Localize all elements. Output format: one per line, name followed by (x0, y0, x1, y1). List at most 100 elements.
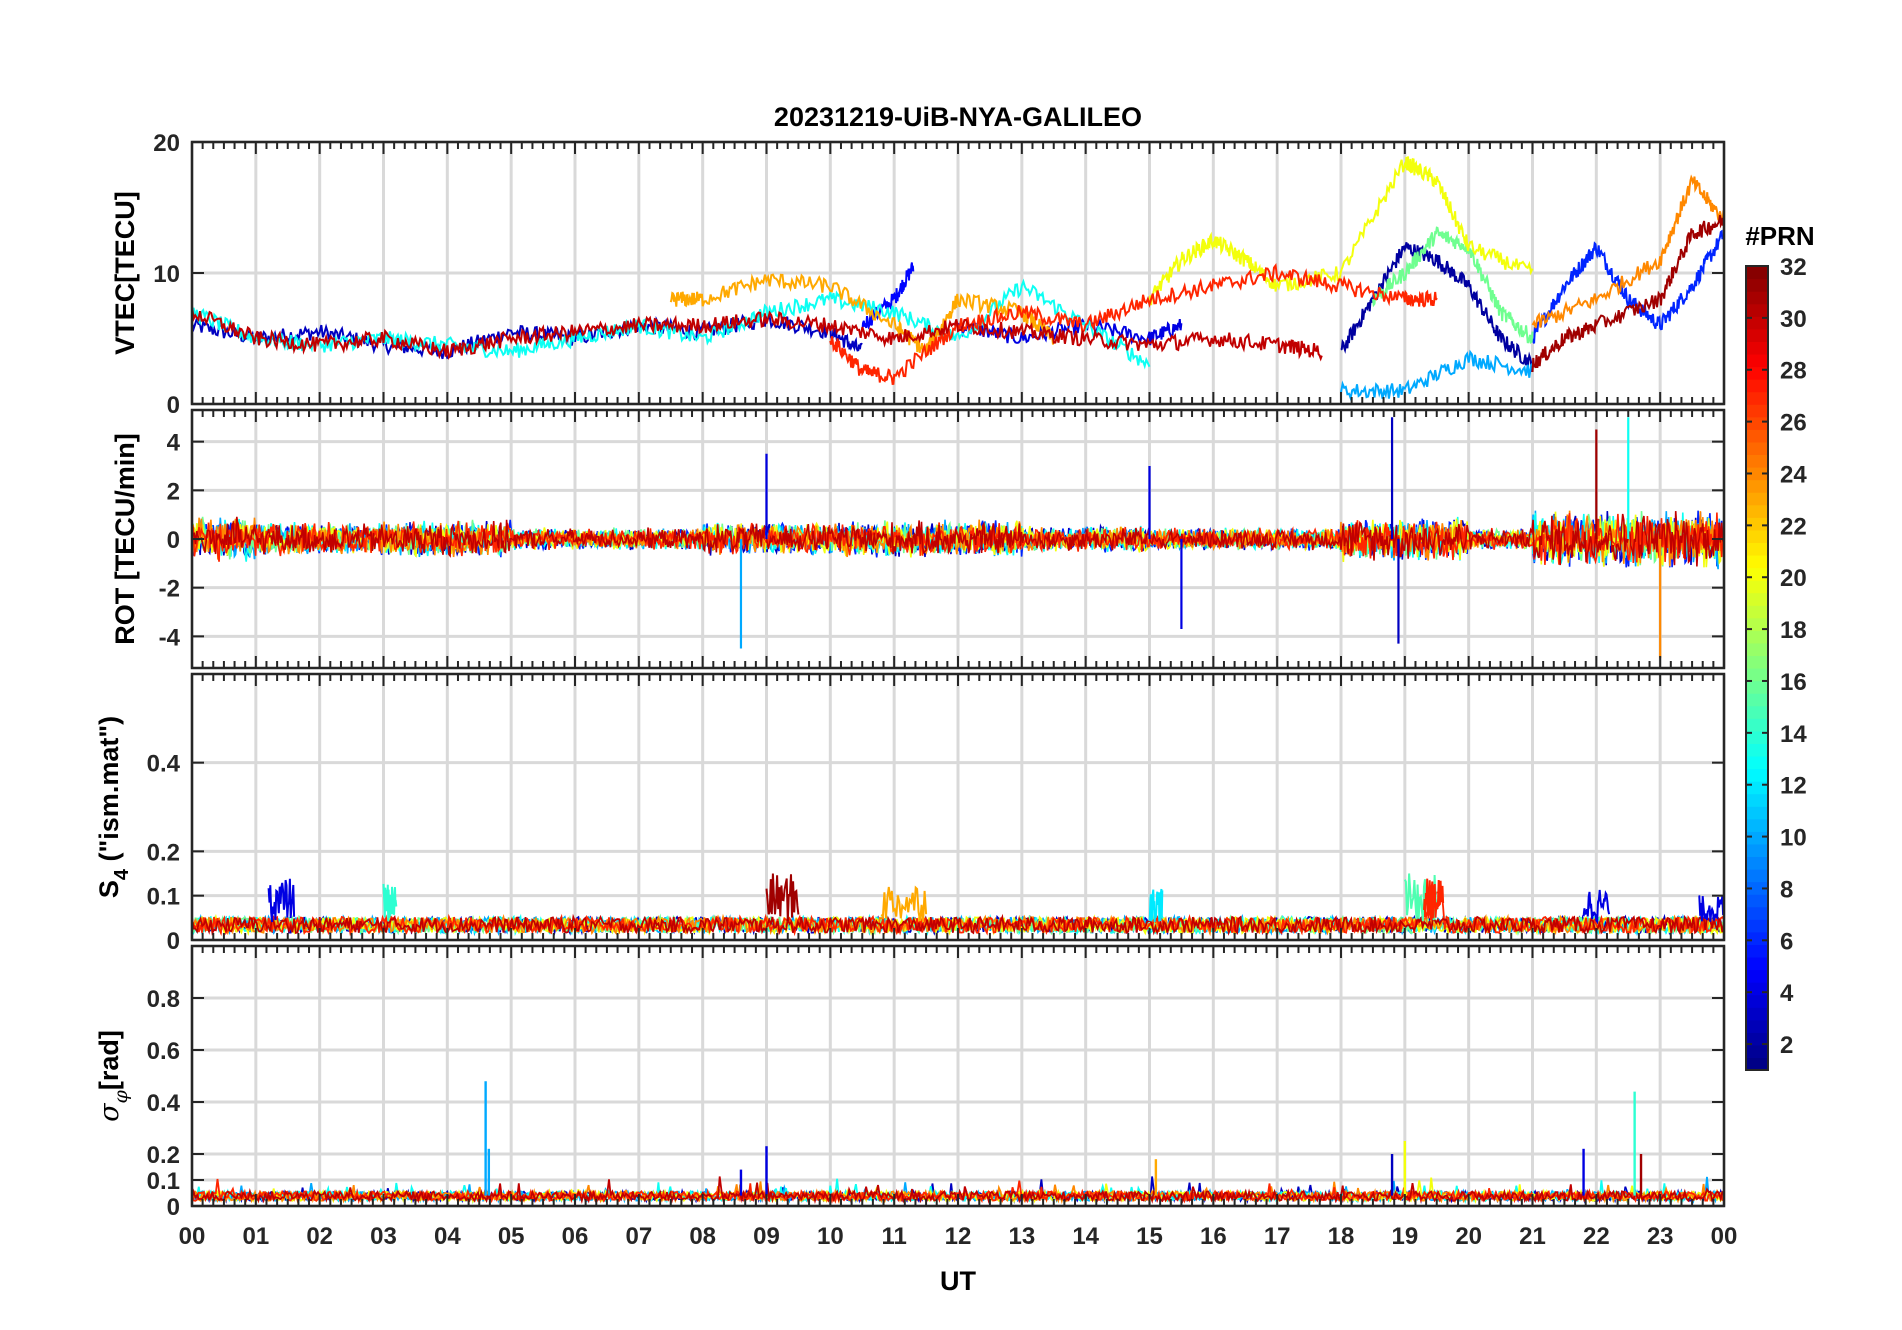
colorbar-segment (1746, 366, 1768, 380)
colorbar-segment (1746, 278, 1768, 292)
colorbar-tick-label: 6 (1780, 928, 1793, 955)
colorbar-tick-label: 18 (1780, 617, 1807, 644)
y-tick-label: 0.2 (147, 839, 180, 866)
colorbar-tick-label: 28 (1780, 358, 1807, 385)
colorbar-segment (1746, 919, 1768, 933)
colorbar-segment (1746, 680, 1768, 694)
colorbar-segment (1746, 441, 1768, 456)
colorbar-segment (1746, 793, 1768, 807)
colorbar-frame (1745, 265, 1769, 1071)
y-tick-label: -4 (159, 624, 181, 651)
s4-burst-prn-4 (267, 878, 296, 923)
x-tick-label: 13 (1008, 1223, 1035, 1250)
panel-4: 00.10.2 0.4 0.6 0.8 σφ[rad] (94, 944, 1726, 1221)
colorbar-segment (1746, 931, 1768, 945)
vtec-series-prn-24 (1531, 174, 1724, 329)
colorbar-tick-label: 20 (1780, 565, 1807, 592)
colorbar-segment (1746, 328, 1768, 342)
colorbar-segment (1746, 454, 1768, 468)
y-tick-label: 0 (167, 928, 180, 955)
chart-title: 20231219-UiB-NYA-GALILEO (774, 102, 1142, 132)
panel-3: 0 0.1 0.2 0.4 S4 ("ism.mat") (94, 672, 1726, 955)
panel-2: -4 -2 0 2 4 ROT [TECU/min] (110, 408, 1726, 670)
y-tick-label: 4 (167, 430, 181, 457)
colorbar-tick-label: 22 (1780, 513, 1807, 540)
y-tick-label: 0.1 (147, 884, 180, 911)
colorbar-segment (1746, 969, 1768, 983)
colorbar-segment (1746, 730, 1768, 744)
colorbar-tick-label: 2 (1780, 1032, 1793, 1059)
y-tick-label: 0.8 (147, 986, 180, 1013)
s4-burst-prn-4 (1582, 889, 1611, 925)
colorbar-segment (1746, 718, 1768, 732)
y-tick-label: 10 (153, 261, 180, 288)
colorbar-segment (1746, 479, 1768, 493)
colorbar-segment (1746, 843, 1768, 858)
vtec-series-prn-10 (1340, 349, 1534, 402)
colorbar-segment (1746, 982, 1768, 996)
colorbar-segment (1746, 743, 1768, 757)
x-tick-label: 04 (434, 1223, 461, 1250)
colorbar-segment (1746, 379, 1768, 393)
y-tick-label: 0 (167, 527, 180, 554)
colorbar-segment (1746, 517, 1768, 531)
x-tick-label: 16 (1200, 1223, 1227, 1250)
colorbar-segment (1746, 642, 1768, 657)
series-group (192, 417, 1724, 659)
x-tick-label: 15 (1136, 1223, 1163, 1250)
colorbar-tick-label: 32 (1780, 254, 1807, 281)
colorbar-segment (1746, 1019, 1768, 1033)
colorbar-segment (1746, 605, 1768, 619)
colorbar-segment (1746, 630, 1768, 644)
colorbar-segment (1746, 567, 1768, 581)
colorbar-segment (1746, 693, 1768, 707)
x-tick-label: 19 (1391, 1223, 1418, 1250)
colorbar-segment (1746, 668, 1768, 682)
colorbar-segment (1746, 416, 1768, 430)
vtec-series-prn-23 (669, 273, 1055, 356)
colorbar-tick-label: 12 (1780, 773, 1807, 800)
series-group (192, 156, 1724, 402)
colorbar-label: #PRN (1745, 221, 1814, 251)
y-tick-label: -2 (159, 576, 180, 603)
colorbar-segment (1746, 291, 1768, 305)
y-tick-label: 0 (167, 1194, 180, 1221)
panel-1: 0 10 20 VTEC[TECU] (110, 130, 1726, 419)
colorbar-tick-label: 30 (1780, 306, 1807, 333)
s4-burst-prn-27 (1423, 878, 1445, 921)
colorbar-tick-label: 16 (1780, 669, 1807, 696)
colorbar-tick-label: 10 (1780, 825, 1807, 852)
rot-series-prn-30 (192, 511, 1724, 567)
y-tick-label: 0.4 (147, 751, 181, 778)
x-tick-label: 20 (1455, 1223, 1482, 1250)
y-axis-label: σφ[rad] (94, 1030, 132, 1122)
y-tick-label: 0.4 (147, 1090, 181, 1117)
colorbar-segment (1746, 492, 1768, 506)
y-tick-label: 2 (167, 478, 180, 505)
colorbar-segment (1746, 542, 1768, 556)
x-tick-label: 17 (1264, 1223, 1291, 1250)
colorbar-segment (1746, 755, 1768, 770)
colorbar-segment (1746, 655, 1768, 669)
colorbar-segment (1746, 956, 1768, 971)
y-tick-label: 0 (167, 392, 180, 419)
x-tick-label: 11 (881, 1223, 906, 1250)
x-tick-label: 21 (1519, 1223, 1546, 1250)
colorbar-segment (1746, 781, 1768, 795)
colorbar-segment (1746, 580, 1768, 594)
s4-burst-prn-4 (1698, 895, 1724, 922)
colorbar-segment (1746, 316, 1768, 330)
colorbar-segment (1746, 1007, 1768, 1021)
x-tick-label: 08 (689, 1223, 716, 1250)
x-tick-label: 00 (1711, 1223, 1738, 1250)
colorbar-segment (1746, 467, 1768, 481)
colorbar-segment (1746, 806, 1768, 820)
colorbar-segment (1746, 266, 1768, 280)
y-axis-label: VTEC[TECU] (110, 191, 140, 355)
x-tick-label: 01 (242, 1223, 269, 1250)
x-tick-label: 02 (306, 1223, 333, 1250)
s4-burst-prn-14 (382, 883, 398, 922)
colorbar-segment (1746, 894, 1768, 908)
colorbar-segment (1746, 869, 1768, 883)
colorbar-segment (1746, 1044, 1768, 1059)
